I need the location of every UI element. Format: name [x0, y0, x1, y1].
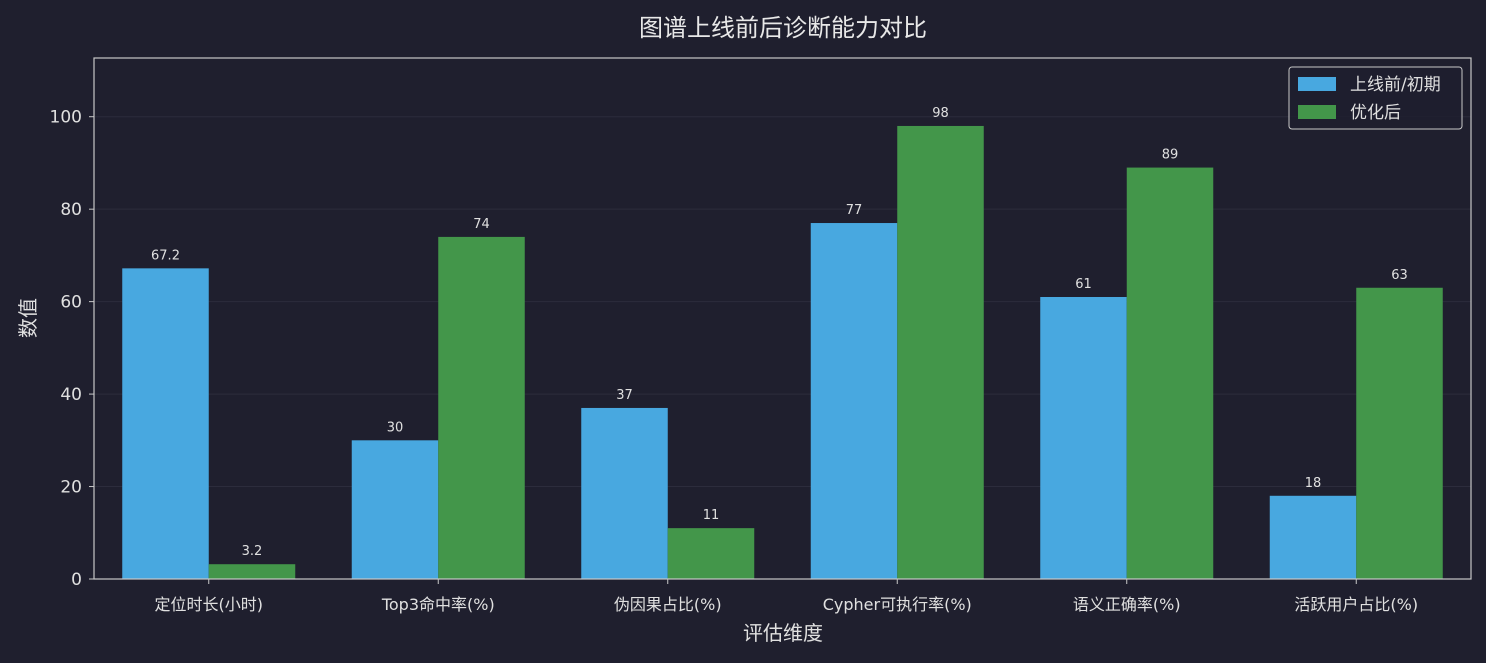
axes-frame	[93, 57, 1472, 580]
data-label: 63	[1391, 268, 1408, 283]
bar	[351, 440, 439, 579]
legend-label: 优化后	[1350, 103, 1401, 123]
data-label: 67.2	[151, 248, 180, 263]
y-tick-label: 0	[71, 570, 82, 590]
bar	[581, 407, 668, 579]
bar	[122, 268, 209, 579]
bar	[667, 528, 755, 579]
bar	[208, 564, 296, 579]
bar	[1356, 287, 1443, 579]
bar	[1126, 167, 1214, 579]
data-label: 77	[846, 203, 863, 218]
bar	[1040, 297, 1127, 579]
bar	[897, 125, 984, 580]
axes: 0 20 40 60 80 100 定位时长(小时) Top3命中率(%) 伪因果占比(%) Cy…	[50, 57, 1472, 614]
data-label: 18	[1305, 476, 1322, 491]
chart-title: 图谱上线前后诊断能力对比	[639, 14, 927, 42]
data-label: 61	[1075, 277, 1092, 292]
bar	[438, 236, 525, 579]
data-label: 98	[932, 106, 949, 121]
legend-label: 上线前/初期	[1350, 75, 1441, 95]
legend-swatch	[1298, 105, 1336, 119]
x-tick-label: 活跃用户占比(%)	[1294, 595, 1418, 614]
x-axis-label: 评估维度	[743, 621, 823, 645]
legend-swatch	[1298, 77, 1336, 91]
data-label: 11	[703, 508, 720, 523]
data-labels: 67.2 3.2 30 74 37 11 77 98 61 89 18 63	[151, 106, 1408, 559]
bar	[1269, 495, 1357, 579]
grid-lines	[94, 116, 1471, 488]
y-tick-label: 40	[60, 385, 82, 405]
data-label: 3.2	[242, 544, 263, 559]
y-tick-label: 20	[60, 478, 82, 498]
data-label: 30	[387, 420, 404, 435]
x-tick-label: 定位时长(小时)	[155, 595, 264, 614]
bars	[122, 125, 1443, 580]
data-label: 37	[616, 388, 633, 403]
x-tick-label: Cypher可执行率(%)	[823, 595, 972, 614]
bar	[810, 223, 898, 579]
data-label: 89	[1162, 148, 1179, 163]
x-tick-label: 伪因果占比(%)	[614, 595, 722, 614]
data-label: 74	[473, 217, 490, 232]
x-tick-label: Top3命中率(%)	[381, 595, 495, 614]
y-tick-label: 60	[60, 293, 82, 313]
y-axis-label: 数值	[16, 298, 40, 338]
y-tick-label: 80	[60, 200, 82, 220]
x-tick-label: 语义正确率(%)	[1073, 595, 1181, 614]
y-tick-label: 100	[50, 108, 82, 128]
